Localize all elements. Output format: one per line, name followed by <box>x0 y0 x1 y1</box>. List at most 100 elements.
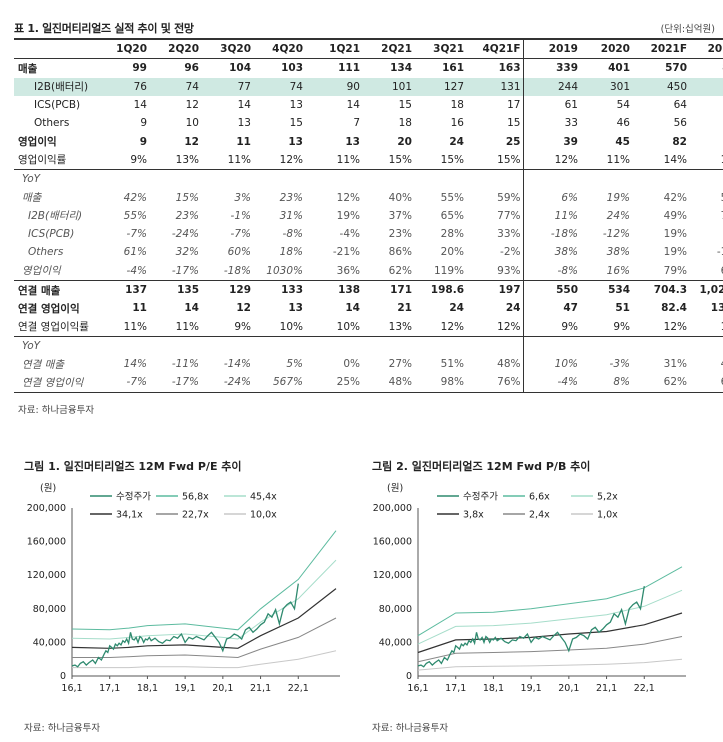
table-cell: 127 <box>414 77 466 96</box>
table-cell: 15% <box>388 153 412 166</box>
table-cell: 11 <box>236 135 251 148</box>
table-cell: 339 <box>556 62 578 75</box>
legend-label: 3,8x <box>463 510 484 521</box>
table-cell: 38% <box>554 246 578 259</box>
table-row: 영업이익912111313202425394582133 <box>14 132 723 151</box>
table-cell: 32% <box>175 246 199 259</box>
table-cell: 76% <box>466 373 524 393</box>
chart1-title: 그림 1. 일진머티리얼즈 12M Fwd P/E 추이 <box>24 460 242 473</box>
table-cell: 49% <box>663 209 687 222</box>
table-cell: 18% <box>279 246 303 259</box>
table-cell: 13 <box>288 135 303 148</box>
column-header: 2Q21 <box>362 38 414 60</box>
table-cell: 76 <box>97 77 149 96</box>
row-label: 연결 영업이익률 <box>18 321 89 334</box>
table-cell: 25% <box>305 373 362 393</box>
table-cell: 133 <box>253 279 305 300</box>
table-cell: 99 <box>132 62 147 75</box>
table-cell: 54 <box>616 99 630 112</box>
table-cell: 10% <box>279 320 303 333</box>
row-label: 영업이익 <box>22 265 61 278</box>
table-cell: -17% <box>149 373 201 393</box>
legend-label: 34,1x <box>116 510 143 521</box>
table-cell <box>689 335 723 356</box>
row-label: 매출 <box>22 192 42 205</box>
table-cell: 197 <box>466 279 524 300</box>
table-cell: 15 <box>398 99 412 112</box>
table-cell: 14 <box>345 302 360 315</box>
y-tick-label: 80,000 <box>379 604 412 615</box>
table-row: 연결 매출 137 135 129 133 138 171 198.6 197 550 534 704… <box>14 279 723 300</box>
table-cell: 62% <box>388 264 412 277</box>
table-cell: 51% <box>440 358 464 371</box>
table-cell <box>149 169 201 189</box>
table-cell <box>362 335 414 356</box>
table-cell: 46 <box>616 117 630 130</box>
table-cell: 59% <box>466 188 524 207</box>
table-row: YoY <box>14 169 723 189</box>
column-header: 2019 <box>523 38 580 60</box>
table-cell: 198.6 <box>414 279 466 300</box>
table-cell: 33 <box>564 117 578 130</box>
y-tick-label: 40,000 <box>379 637 412 648</box>
table-cell <box>580 169 632 189</box>
table-cell: 138 <box>305 279 362 300</box>
table-cell: 11% <box>227 153 251 166</box>
table-cell: 14% <box>663 153 687 166</box>
table-cell: 33% <box>466 224 524 244</box>
table-cell <box>97 169 149 189</box>
series-line <box>417 589 683 645</box>
table-cell: 13 <box>345 135 360 148</box>
table-cell <box>414 335 466 356</box>
table-cell: 15% <box>440 153 464 166</box>
table-cell: 0% <box>343 358 360 371</box>
table-cell: 11% <box>123 320 147 333</box>
unit-label: (단위:십억원) <box>660 24 715 35</box>
table-cell: 19% <box>336 209 360 222</box>
table-cell: 15 <box>289 117 303 130</box>
table-row: YoY <box>14 335 723 356</box>
table-cell: -7% <box>97 373 149 393</box>
y-axis-unit: (원) <box>40 483 56 494</box>
series-line <box>71 530 337 631</box>
table-cell: -24% <box>201 373 253 393</box>
x-tick-label: 20,1 <box>212 683 233 694</box>
table-cell <box>414 169 466 189</box>
table-cell: 25 <box>466 132 524 151</box>
table-cell: 55% <box>123 209 147 222</box>
table-cell: 534 <box>580 279 632 300</box>
table-cell: 11% <box>336 153 360 166</box>
legend-label: 56,8x <box>182 492 209 503</box>
table-cell: 134 <box>390 62 412 75</box>
row-label: YoY <box>14 169 97 189</box>
row-label: Others <box>34 117 70 130</box>
table-cell: 6% <box>561 191 578 204</box>
row-label: 연결 영업이익 <box>14 373 97 393</box>
table-cell: -18% <box>223 264 251 277</box>
x-tick-label: 22,1 <box>634 683 655 694</box>
table-cell: 13 <box>288 302 303 315</box>
table-cell: 18 <box>450 99 464 112</box>
y-tick-label: 120,000 <box>27 570 66 581</box>
table-cell: -4% <box>126 264 147 277</box>
legend-label: 수정주가 <box>116 492 151 503</box>
table-cell: 45% <box>689 355 723 373</box>
table-cell: 23% <box>279 191 303 204</box>
table-cell: -7% <box>230 228 251 241</box>
table-cell: 47 <box>563 302 578 315</box>
table-cell: 24 <box>449 135 464 148</box>
table-cell: 450 <box>632 77 689 96</box>
y-tick-label: 160,000 <box>27 537 66 548</box>
x-tick-label: 17,1 <box>445 683 466 694</box>
table-cell: 119% <box>433 264 464 277</box>
table-row: ICS(PCB)141214131415181761546463 <box>14 95 723 115</box>
table-cell: 704.3 <box>632 279 689 300</box>
table-cell: 42% <box>663 191 687 204</box>
table-cell <box>466 335 524 356</box>
table-cell: -1% <box>230 209 251 222</box>
table-cell: 42% <box>123 191 147 204</box>
column-header: 2020 <box>580 38 632 60</box>
legend-label: 10,0x <box>250 510 277 521</box>
